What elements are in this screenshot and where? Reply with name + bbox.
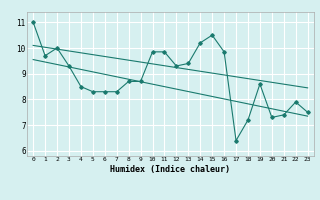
X-axis label: Humidex (Indice chaleur): Humidex (Indice chaleur) [110, 165, 230, 174]
